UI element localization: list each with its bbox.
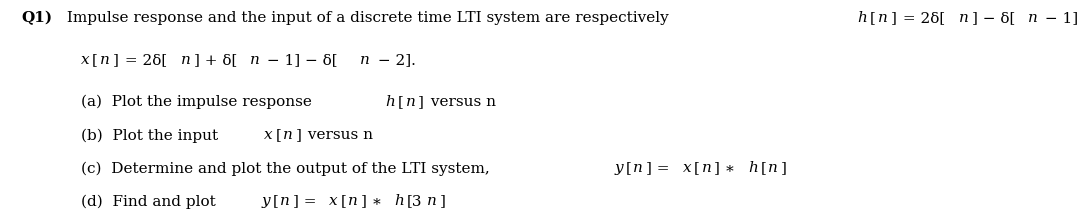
Text: versus n: versus n xyxy=(303,128,374,142)
Text: ]: ] xyxy=(440,194,446,208)
Text: n: n xyxy=(283,128,293,142)
Text: n: n xyxy=(181,53,191,67)
Text: − 1] + δ[: − 1] + δ[ xyxy=(1040,11,1080,25)
Text: − 1] − δ[: − 1] − δ[ xyxy=(262,53,338,67)
Text: ]: ] xyxy=(112,53,119,67)
Text: (b)  Plot the input: (b) Plot the input xyxy=(81,128,222,143)
Text: x: x xyxy=(329,194,338,208)
Text: n: n xyxy=(427,194,436,208)
Text: ] =: ] = xyxy=(646,161,675,175)
Text: = 2δ[: = 2δ[ xyxy=(120,53,167,67)
Text: ]: ] xyxy=(418,95,424,109)
Text: [: [ xyxy=(397,95,404,109)
Text: [: [ xyxy=(272,194,279,208)
Text: n: n xyxy=(1027,11,1038,25)
Text: ] ∗: ] ∗ xyxy=(361,194,387,208)
Text: y: y xyxy=(615,161,623,175)
Text: n: n xyxy=(959,11,969,25)
Text: Q1): Q1) xyxy=(22,11,53,25)
Text: [: [ xyxy=(694,161,700,175)
Text: ] − δ[: ] − δ[ xyxy=(972,11,1015,25)
Text: Impulse response and the input of a discrete time LTI system are respectively: Impulse response and the input of a disc… xyxy=(62,11,678,25)
Text: (a)  Plot the impulse response: (a) Plot the impulse response xyxy=(81,95,316,109)
Text: n: n xyxy=(633,161,644,175)
Text: [: [ xyxy=(92,53,98,67)
Text: n: n xyxy=(249,53,259,67)
Text: [: [ xyxy=(870,11,876,25)
Text: − 2].: − 2]. xyxy=(373,53,416,67)
Text: versus n: versus n xyxy=(426,95,496,109)
Text: n: n xyxy=(878,11,888,25)
Text: n: n xyxy=(280,194,289,208)
Text: x: x xyxy=(265,128,273,142)
Text: (d)  Find and plot: (d) Find and plot xyxy=(81,194,220,209)
Text: h: h xyxy=(858,11,867,25)
Text: = 2δ[: = 2δ[ xyxy=(897,11,945,25)
Text: ]: ] xyxy=(296,128,301,142)
Text: ] + δ[: ] + δ[ xyxy=(193,53,238,67)
Text: h: h xyxy=(747,161,758,175)
Text: ]: ] xyxy=(890,11,896,25)
Text: [: [ xyxy=(625,161,632,175)
Text: h: h xyxy=(386,95,395,109)
Text: [3: [3 xyxy=(407,194,422,208)
Text: [: [ xyxy=(275,128,281,142)
Text: y: y xyxy=(261,194,270,208)
Text: x: x xyxy=(683,161,691,175)
Text: n: n xyxy=(405,95,416,109)
Text: n: n xyxy=(702,161,712,175)
Text: ]: ] xyxy=(781,161,786,175)
Text: ] =: ] = xyxy=(293,194,321,208)
Text: [: [ xyxy=(340,194,347,208)
Text: n: n xyxy=(768,161,778,175)
Text: n: n xyxy=(99,53,109,67)
Text: n: n xyxy=(348,194,357,208)
Text: x: x xyxy=(81,53,90,67)
Text: n: n xyxy=(360,53,370,67)
Text: (c)  Determine and plot the output of the LTI system,: (c) Determine and plot the output of the… xyxy=(81,161,495,176)
Text: [: [ xyxy=(760,161,767,175)
Text: ] ∗: ] ∗ xyxy=(714,161,740,175)
Text: h: h xyxy=(394,194,404,208)
